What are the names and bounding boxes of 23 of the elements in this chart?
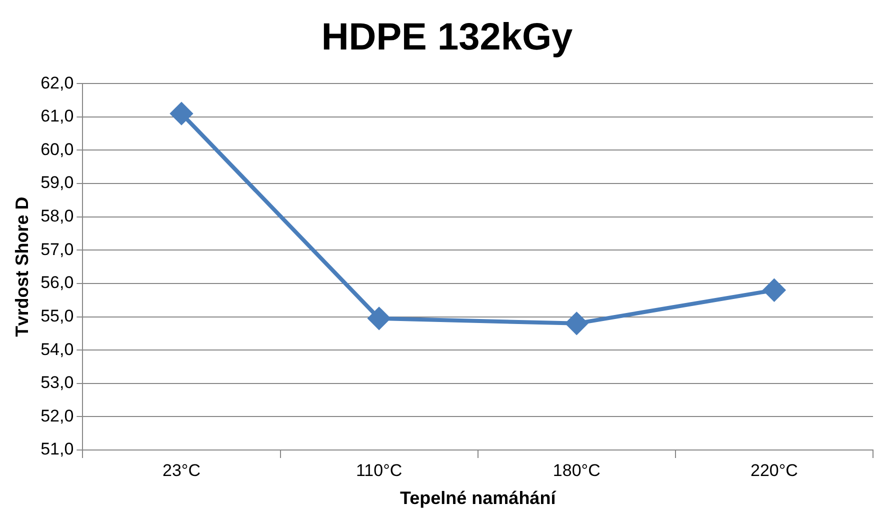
y-tick-label: 54,0 xyxy=(40,340,74,359)
point xyxy=(170,102,192,125)
x-tick-label: 23°C xyxy=(162,460,200,480)
x-tick-label: 180°C xyxy=(552,460,600,480)
x-tick-label: 110°C xyxy=(356,460,402,480)
y-tick-label: 62,0 xyxy=(40,73,74,92)
y-tick-label: 53,0 xyxy=(40,373,74,392)
point xyxy=(566,312,588,334)
y-tick-label: 56,0 xyxy=(40,273,74,292)
point xyxy=(763,279,786,302)
y-tick-label: 58,0 xyxy=(40,206,74,226)
y-tick-label: 52,0 xyxy=(40,406,74,426)
y-tick-label: 57,0 xyxy=(40,240,74,259)
y-tick-label: 55,0 xyxy=(40,306,74,326)
x-tick-label: 220°C xyxy=(750,460,798,480)
y-tick-label: 51,0 xyxy=(40,440,74,459)
point xyxy=(368,307,390,330)
chart-title: HDPE 132kGy xyxy=(321,16,573,58)
x-axis-title: Tepelné namáhání xyxy=(400,488,557,508)
y-tick-label: 59,0 xyxy=(40,173,74,192)
y-tick-label: 60,0 xyxy=(40,140,74,159)
y-tick-label: 61,0 xyxy=(40,106,74,126)
y-axis-title: Tvrdost Shore D xyxy=(12,196,32,337)
